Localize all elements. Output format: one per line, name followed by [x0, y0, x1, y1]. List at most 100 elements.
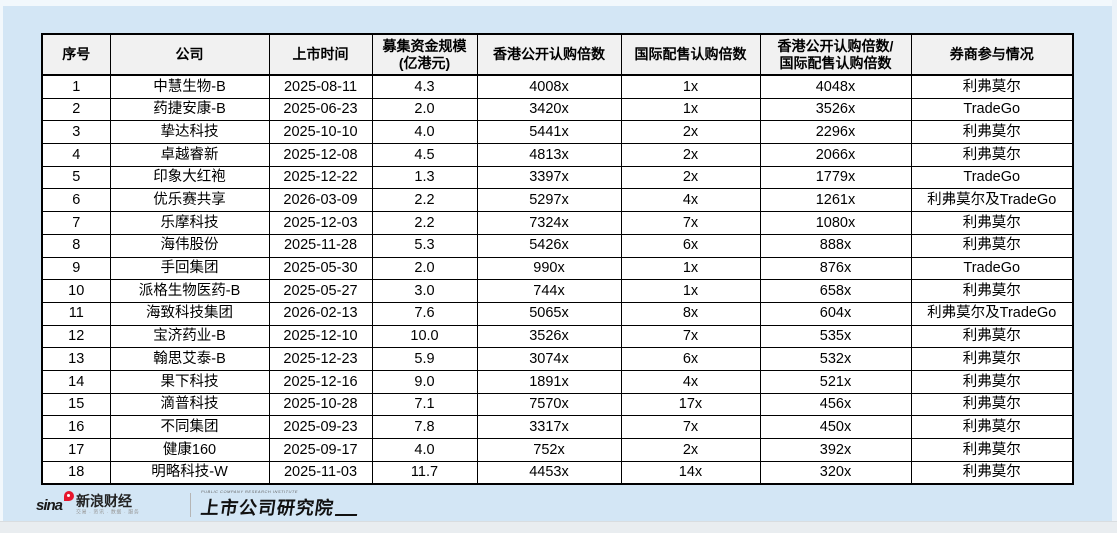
table-cell: 2025-12-22	[268, 165, 373, 190]
table-cell: TradeGo	[910, 165, 1074, 190]
table-cell: 海伟股份	[109, 233, 270, 258]
window-edge-right	[1112, 0, 1117, 533]
table-cell: 2.0	[371, 97, 478, 122]
table-cell: 利弗莫尔及TradeGo	[910, 188, 1074, 213]
table-row: 18 明略科技-W 2025-11-03 11.7 4453x 14x 320x 利弗莫尔	[41, 460, 1074, 485]
table-cell: 利弗莫尔	[910, 279, 1074, 303]
table-row: 13 翰思艾泰-B 2025-12-23 5.9 3074x 6x 532x 利弗莫尔	[41, 347, 1074, 371]
table-cell: 2025-05-30	[268, 256, 373, 281]
table-row: 3 挚达科技 2025-10-10 4.0 5441x 2x 2296x 利弗莫尔	[41, 120, 1074, 145]
table-cell: 2296x	[759, 120, 912, 145]
table-row: 15 滴普科技 2025-10-28 7.1 7570x 17x 456x 利弗莫尔	[41, 392, 1074, 417]
table-cell: 利弗莫尔	[910, 392, 1074, 417]
table-cell: 3074x	[476, 347, 622, 371]
table-cell: 4813x	[476, 143, 622, 167]
table-row: 1 中慧生物-B 2025-08-11 4.3 4008x 1x 4048x 利弗莫尔	[41, 74, 1074, 99]
table-cell: 翰思艾泰-B	[109, 347, 270, 371]
table-cell: 1.3	[371, 165, 478, 190]
table-row: 9 手回集团 2025-05-30 2.0 990x 1x 876x TradeGo	[41, 256, 1074, 281]
table-cell: 明略科技-W	[109, 460, 270, 485]
table-row: 11 海致科技集团 2026-02-13 7.6 5065x 8x 604x 利弗莫尔及Tra…	[41, 301, 1074, 326]
table-cell: 1261x	[759, 188, 912, 213]
table-cell: 1891x	[476, 369, 622, 394]
table-cell: 优乐赛共享	[109, 188, 270, 213]
table-cell: 1x	[620, 256, 761, 281]
sina-wordmark: sina	[36, 490, 74, 517]
table-cell: 392x	[759, 438, 912, 462]
table-row: 10 派格生物医药-B 2025-05-27 3.0 744x 1x 658x 利弗莫尔	[41, 279, 1074, 303]
table-cell: 11	[41, 301, 111, 326]
table-row: 14 果下科技 2025-12-16 9.0 1891x 4x 521x 利弗莫尔	[41, 369, 1074, 394]
table-cell: 744x	[476, 279, 622, 303]
table-cell: 利弗莫尔	[910, 143, 1074, 167]
table-cell: 658x	[759, 279, 912, 303]
header-cell: 券商参与情况	[910, 33, 1074, 76]
table-cell: 9.0	[371, 369, 478, 394]
table-cell: 752x	[476, 438, 622, 462]
table-cell: 7	[41, 211, 111, 235]
table-row: 5 印象大红袍 2025-12-22 1.3 3397x 2x 1779x TradeGo	[41, 165, 1074, 190]
table-cell: 1x	[620, 97, 761, 122]
table-row: 16 不同集团 2025-09-23 7.8 3317x 7x 450x 利弗莫尔	[41, 415, 1074, 439]
table-cell: 12	[41, 324, 111, 349]
table-cell: 利弗莫尔	[910, 233, 1074, 258]
table-cell: 4.0	[371, 120, 478, 145]
table-cell: 利弗莫尔	[910, 415, 1074, 439]
table-cell: 派格生物医药-B	[109, 279, 270, 303]
table-cell: 印象大红袍	[109, 165, 270, 190]
table-cell: 手回集团	[109, 256, 270, 281]
table-cell: 3526x	[759, 97, 912, 122]
table-cell: 5441x	[476, 120, 622, 145]
table-cell: 5426x	[476, 233, 622, 258]
table-cell: 5	[41, 165, 111, 190]
table-cell: 1x	[620, 279, 761, 303]
table-cell: 2025-11-28	[268, 233, 373, 258]
table-cell: 1779x	[759, 165, 912, 190]
table-cell: 4048x	[759, 74, 912, 99]
table-cell: 11.7	[371, 460, 478, 485]
table-cell: 2025-10-28	[268, 392, 373, 417]
header-cell: 公司	[109, 33, 270, 76]
table-cell: 7x	[620, 324, 761, 349]
table-cell: 990x	[476, 256, 622, 281]
table-cell: 7x	[620, 211, 761, 235]
table-cell: 2.2	[371, 211, 478, 235]
table-cell: 13	[41, 347, 111, 371]
table-cell: 2025-12-23	[268, 347, 373, 371]
table-cell: 9	[41, 256, 111, 281]
table-cell: 521x	[759, 369, 912, 394]
table-cell: 7324x	[476, 211, 622, 235]
table-cell: 18	[41, 460, 111, 485]
table-cell: 2025-09-23	[268, 415, 373, 439]
table-cell: 利弗莫尔	[910, 324, 1074, 349]
table-cell: 卓越睿新	[109, 143, 270, 167]
table-cell: 2x	[620, 165, 761, 190]
table-row: 6 优乐赛共享 2026-03-09 2.2 5297x 4x 1261x 利弗莫尔及Trad…	[41, 188, 1074, 213]
table-cell: 876x	[759, 256, 912, 281]
table-cell: 利弗莫尔	[910, 74, 1074, 99]
table-cell: 7.8	[371, 415, 478, 439]
table-cell: 16	[41, 415, 111, 439]
sina-eye-icon	[64, 490, 74, 501]
table-cell: 健康160	[109, 438, 270, 462]
table-cell: 4x	[620, 188, 761, 213]
table-cell: 3	[41, 120, 111, 145]
table-cell: 2.0	[371, 256, 478, 281]
table-cell: 2025-09-17	[268, 438, 373, 462]
table-cell: 果下科技	[109, 369, 270, 394]
table-cell: 4.5	[371, 143, 478, 167]
table-cell: 535x	[759, 324, 912, 349]
institute-name-text: 上市公司研究院	[200, 498, 397, 518]
table-cell: 利弗莫尔	[910, 460, 1074, 485]
table-cell: 7.1	[371, 392, 478, 417]
table-cell: 利弗莫尔	[910, 347, 1074, 371]
table-cell: 4008x	[476, 74, 622, 99]
sina-brand-text: sina	[36, 496, 63, 514]
sina-tagline: 交易 · 资讯 · 数据 · 服务	[76, 508, 140, 515]
table-cell: 2x	[620, 438, 761, 462]
table-cell: 利弗莫尔	[910, 438, 1074, 462]
logo-divider	[190, 493, 192, 517]
table-cell: 14x	[620, 460, 761, 485]
window-edge-left	[0, 0, 3, 533]
